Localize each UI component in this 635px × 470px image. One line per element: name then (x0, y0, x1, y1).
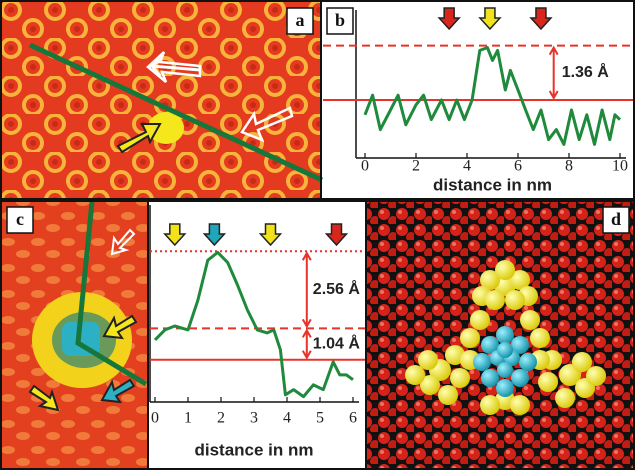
x-tick-label: 4 (283, 410, 291, 427)
height-label: 1.04 Å (313, 333, 361, 352)
height-arrow (303, 330, 311, 357)
profile-line (155, 252, 353, 396)
x-tick-label: 0 (151, 410, 159, 427)
x-axis-label: distance in nm (433, 175, 552, 194)
figure: a b c d 0 2 4 6 8 10 distance in nm 1.36 Å 0 1 2 3 4… (0, 0, 635, 470)
x-tick-label: 0 (361, 158, 369, 175)
panel-label: a (296, 10, 305, 30)
position-marker (165, 224, 185, 245)
position-marker (480, 8, 500, 29)
position-marker (261, 224, 281, 245)
x-tick-label: 10 (612, 158, 628, 175)
x-tick-label: 3 (250, 410, 258, 427)
x-tick-label: 2 (412, 158, 420, 175)
height-arrow (303, 253, 311, 326)
x-axis-label: distance in nm (194, 440, 313, 459)
position-marker (439, 8, 459, 29)
panel-d-image (367, 202, 633, 468)
position-marker (327, 224, 347, 245)
x-tick-label: 8 (565, 158, 573, 175)
x-tick-label: 6 (349, 410, 357, 427)
position-marker (204, 224, 224, 245)
x-tick-label: 2 (217, 410, 225, 427)
panel-c-image (2, 202, 147, 468)
x-tick-label: 6 (514, 158, 522, 175)
height-arrow (550, 48, 558, 98)
panel-a-image (2, 2, 322, 198)
panel-label: c (16, 209, 24, 229)
panel-label: d (611, 209, 621, 229)
x-tick-label: 4 (463, 158, 471, 175)
profile-line (365, 48, 620, 145)
height-label: 1.36 Å (562, 62, 610, 81)
position-marker (531, 8, 551, 29)
x-tick-label: 1 (184, 410, 192, 427)
x-tick-label: 5 (316, 410, 324, 427)
panel-label: b (335, 10, 345, 30)
height-label: 2.56 Å (313, 279, 361, 298)
